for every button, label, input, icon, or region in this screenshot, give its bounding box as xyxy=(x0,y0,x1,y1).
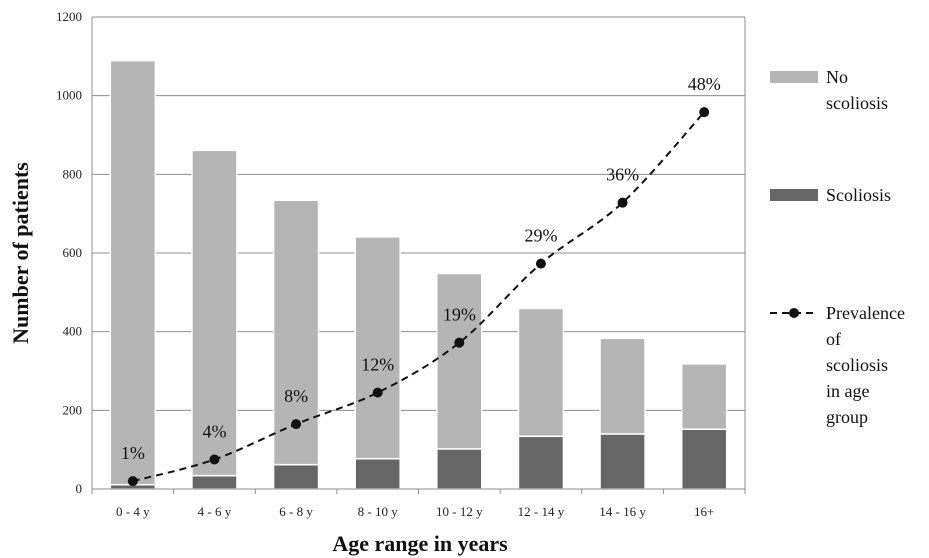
prevalence-point xyxy=(372,387,383,398)
bar-scoliosis xyxy=(517,435,565,490)
prevalence-label: 19% xyxy=(443,305,476,325)
x-tick-label: 10 - 12 y xyxy=(436,504,483,519)
x-axis-title: Age range in years xyxy=(332,531,508,556)
prevalence-label: 4% xyxy=(202,422,226,442)
y-tick-label: 600 xyxy=(63,245,83,260)
legend-item-no-scoliosis: No scoliosis xyxy=(770,67,888,113)
bar-no-scoliosis xyxy=(599,337,646,435)
bars xyxy=(109,59,728,490)
bar-no-scoliosis xyxy=(517,307,565,438)
bar-no-scoliosis xyxy=(436,272,483,450)
prevalence-label: 12% xyxy=(361,355,394,375)
x-tick-label: 16+ xyxy=(694,504,714,519)
prevalence-point xyxy=(454,337,465,348)
bar-scoliosis xyxy=(354,457,401,490)
bar-no-scoliosis xyxy=(680,363,728,430)
prevalence-point xyxy=(291,419,302,430)
gridlines xyxy=(92,16,745,411)
prevalence-point xyxy=(209,454,220,465)
x-tick-label: 6 - 8 y xyxy=(279,504,313,519)
bar-no-scoliosis xyxy=(109,59,157,486)
x-tick-label: 0 - 4 y xyxy=(116,504,150,519)
bar-scoliosis xyxy=(436,448,483,490)
legend-label: No scoliosis xyxy=(826,67,888,113)
bar-scoliosis xyxy=(599,433,646,490)
legend-label: Prevalence of scoliosis in age group xyxy=(826,303,905,427)
x-tick-label: 8 - 10 y xyxy=(358,504,399,519)
axes xyxy=(91,17,746,494)
legend-item-scoliosis: Scoliosis xyxy=(770,185,891,205)
prevalence-point xyxy=(535,258,546,269)
x-tick-label: 4 - 6 y xyxy=(198,504,232,519)
legend-swatch xyxy=(770,71,818,83)
prevalence-label: 1% xyxy=(121,443,145,463)
prevalence-label: 48% xyxy=(688,74,721,94)
legend-item-prevalence-of-scoliosis-in-age-group: Prevalence of scoliosis in age group xyxy=(770,303,905,427)
y-tick-label: 400 xyxy=(63,324,83,339)
y-axis-title: Number of patients xyxy=(8,162,33,344)
x-tick-label: 14 - 16 y xyxy=(599,504,646,519)
prevalence-line xyxy=(127,107,710,487)
legend-label: Scoliosis xyxy=(826,185,891,205)
x-tick-labels: 0 - 4 y 4 - 6 y 6 - 8 y 8 - 10 y 10 - 12 y 12… xyxy=(116,504,714,519)
y-tick-label: 800 xyxy=(63,166,83,181)
legend: No scoliosis Scoliosis Prevalence of scoliosi… xyxy=(770,67,905,427)
prevalence-curve xyxy=(132,111,705,483)
prevalence-point xyxy=(699,107,710,118)
y-tick-label: 0 xyxy=(76,481,83,496)
prevalence-label: 36% xyxy=(606,165,639,185)
prevalence-point xyxy=(127,476,138,487)
y-tick-labels: 0 200 400 600 800 1000 1200 xyxy=(56,9,82,496)
bar-scoliosis xyxy=(680,428,728,490)
bar-scoliosis xyxy=(272,463,320,490)
x-tick-label: 12 - 14 y xyxy=(518,504,565,519)
bar-scoliosis xyxy=(191,474,238,490)
bar-no-scoliosis xyxy=(354,236,401,460)
data-labels: 1% 4% 8% 12% 19% 29% 36% 48% xyxy=(121,74,721,463)
bar-no-scoliosis xyxy=(191,149,238,477)
prevalence-label: 29% xyxy=(524,226,557,246)
y-tick-label: 200 xyxy=(63,402,83,417)
y-tick-label: 1200 xyxy=(56,9,82,24)
legend-swatch xyxy=(770,189,818,201)
prevalence-point xyxy=(617,197,628,208)
y-tick-label: 1000 xyxy=(56,88,82,103)
legend-swatch-marker xyxy=(789,308,799,318)
prevalence-label: 8% xyxy=(284,386,308,406)
